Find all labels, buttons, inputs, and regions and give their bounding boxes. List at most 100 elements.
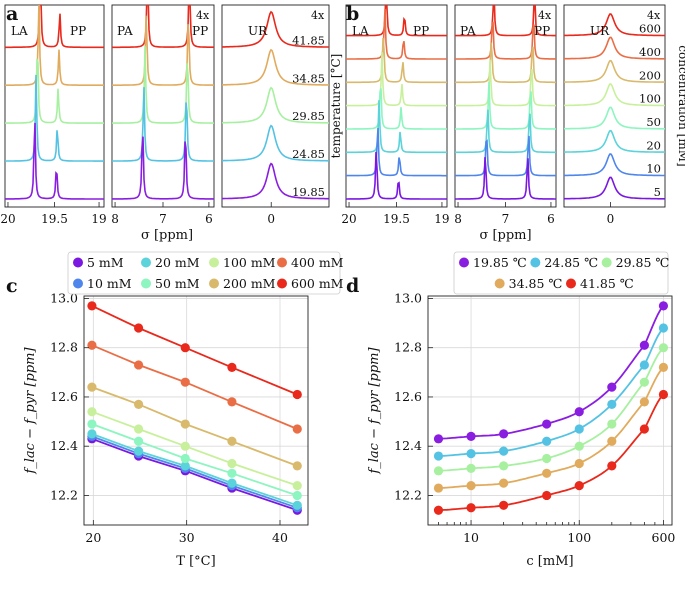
- legend-label: 34.85 ℃: [509, 276, 563, 291]
- data-point: [542, 419, 552, 429]
- legend-label: 400 mM: [291, 255, 344, 270]
- data-point: [87, 407, 97, 417]
- panel-a-spectrum-ur: UR 4x 0: [221, 4, 330, 226]
- x-tick-label: 0: [607, 212, 615, 226]
- spectrum-trace: [5, 5, 104, 49]
- spectrum-trace: [112, 136, 214, 200]
- x-axis-label: T [°C]: [176, 554, 215, 569]
- data-point: [542, 490, 552, 501]
- legend-marker: [277, 257, 287, 268]
- data-point: [607, 461, 617, 471]
- spectrum-trace: [564, 59, 665, 83]
- spectrum-trace: [222, 86, 329, 124]
- spectrum-trace: [112, 15, 214, 86]
- legend-label: 29.85 ℃: [616, 255, 670, 270]
- series-line: [91, 435, 298, 509]
- data-point: [134, 360, 144, 370]
- data-point: [574, 441, 584, 451]
- data-point: [466, 503, 476, 513]
- spectrum-trace: [346, 151, 447, 200]
- series-100-mM: [87, 407, 302, 491]
- data-point: [639, 340, 649, 350]
- legend-marker: [601, 257, 612, 268]
- data-point: [658, 389, 669, 400]
- legend: 5 mM 10 mM 20 mM 50 mM 100 mM 200 mM 400 mM 600…: [67, 251, 344, 295]
- spectrum-trace: [346, 5, 447, 37]
- spectrum-trace: [564, 36, 665, 60]
- spectrum-trace: [564, 83, 665, 107]
- data-point: [180, 441, 190, 451]
- data-point: [499, 429, 509, 439]
- panel-a-spectrum-la: LA PP 20 19.5 19: [0, 4, 107, 226]
- series-line: [438, 305, 665, 440]
- scale-label: 4x: [196, 9, 210, 22]
- series-line: [91, 344, 298, 430]
- series-20-mM: [87, 429, 302, 510]
- data-point: [87, 340, 97, 350]
- data-point: [433, 434, 444, 444]
- data-point: [87, 301, 97, 311]
- legend-label: 5 mM: [87, 255, 124, 270]
- data-point: [639, 397, 649, 407]
- legend-marker: [209, 278, 219, 289]
- spectrum-trace: [455, 59, 556, 107]
- data-point: [292, 461, 302, 471]
- series-400-mM: [87, 340, 302, 434]
- legend-label: 24.85 ℃: [544, 255, 598, 270]
- legend-marker: [141, 257, 151, 268]
- panel-a-series-label: 34.85: [292, 71, 325, 85]
- data-point: [87, 382, 97, 392]
- legend-item: 34.85 ℃: [494, 276, 563, 291]
- panel-b-series-label: 20: [646, 138, 661, 152]
- x-tick-label: 6: [205, 212, 213, 226]
- spectrum-trace: [455, 109, 556, 154]
- data-point: [292, 481, 302, 491]
- panel-b-series-label: 400: [639, 45, 661, 59]
- panel-b-spectrum-pa: PA PP 4x 8 7 6: [454, 4, 557, 226]
- spectrum-trace: [346, 100, 447, 154]
- peak-label-pp: PP: [534, 24, 550, 38]
- spectrum-trace: [222, 162, 329, 200]
- spectrum-trace: [112, 5, 214, 49]
- legend-marker: [209, 257, 219, 268]
- peak-label-pa: PA: [460, 24, 476, 38]
- spectrum-frame: [221, 4, 330, 208]
- series-line: [91, 423, 298, 497]
- x-tick-label: 19: [434, 212, 449, 226]
- data-point: [134, 446, 144, 456]
- legend-label: 10 mM: [87, 276, 132, 291]
- data-point: [574, 407, 584, 417]
- series-line: [91, 304, 298, 396]
- spectrum-traces: [222, 10, 329, 200]
- data-point: [134, 399, 144, 409]
- y-tick-label: 12.4: [394, 438, 422, 453]
- data-point: [292, 500, 302, 510]
- data-point: [292, 490, 302, 501]
- chart-d: 10 100 600 12.2 12.4 12.6 12.8 13.0 c [mM] f_lac …: [367, 251, 676, 569]
- legend-item: 29.85 ℃: [601, 255, 670, 270]
- spectrum-trace: [455, 5, 556, 37]
- x-tick-label: 600: [652, 530, 676, 545]
- scale-label: 4x: [538, 9, 552, 22]
- spectrum-traces: [455, 5, 556, 200]
- data-point: [227, 397, 237, 407]
- series-34.85-℃: [433, 362, 669, 493]
- legend-label: 600 mM: [291, 276, 344, 291]
- x-tick-label: 0: [267, 212, 275, 226]
- data-point: [134, 424, 144, 434]
- legend-marker: [73, 257, 83, 268]
- x-tick-label: 8: [111, 212, 119, 226]
- peak-label-la: LA: [11, 24, 28, 38]
- spectrum-trace: [5, 122, 104, 200]
- scale-label: 4x: [647, 9, 661, 22]
- y-tick-label: 12.6: [50, 389, 78, 404]
- data-point: [607, 419, 617, 429]
- x-tick-label: 19: [91, 212, 106, 226]
- spectrum-trace: [564, 129, 665, 153]
- data-point: [499, 478, 509, 488]
- data-point: [433, 505, 444, 515]
- data-point: [658, 323, 669, 333]
- spectrum-trace: [5, 58, 104, 124]
- data-point: [134, 436, 144, 446]
